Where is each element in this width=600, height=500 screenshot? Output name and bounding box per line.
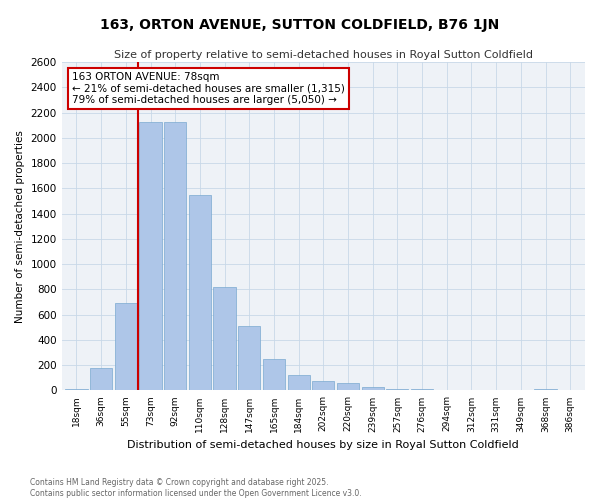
Bar [164,122,187,390]
Bar [214,287,236,391]
Bar [115,304,137,390]
Text: 163, ORTON AVENUE, SUTTON COLDFIELD, B76 1JN: 163, ORTON AVENUE, SUTTON COLDFIELD, B76… [100,18,500,32]
Bar [287,376,310,390]
Bar [189,194,211,390]
Bar [535,388,557,390]
Bar [312,381,334,390]
Bar [238,326,260,390]
Text: Contains HM Land Registry data © Crown copyright and database right 2025.
Contai: Contains HM Land Registry data © Crown c… [30,478,362,498]
X-axis label: Distribution of semi-detached houses by size in Royal Sutton Coldfield: Distribution of semi-detached houses by … [127,440,519,450]
Bar [90,368,112,390]
Bar [139,122,161,390]
Y-axis label: Number of semi-detached properties: Number of semi-detached properties [15,130,25,322]
Bar [65,389,88,390]
Title: Size of property relative to semi-detached houses in Royal Sutton Coldfield: Size of property relative to semi-detach… [114,50,533,60]
Bar [386,388,409,390]
Bar [362,386,384,390]
Bar [337,384,359,390]
Text: 163 ORTON AVENUE: 78sqm
← 21% of semi-detached houses are smaller (1,315)
79% of: 163 ORTON AVENUE: 78sqm ← 21% of semi-de… [72,72,345,105]
Bar [263,360,285,390]
